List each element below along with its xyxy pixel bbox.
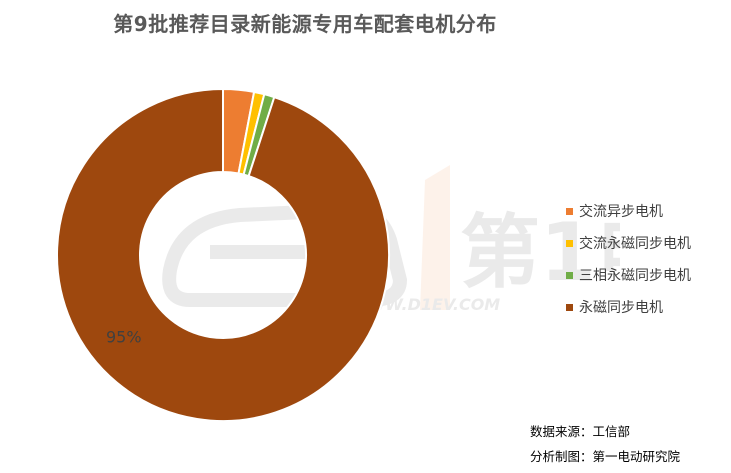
legend-swatch: [566, 239, 573, 247]
legend-item-1: 交流异步电机: [566, 195, 731, 227]
legend-item-2: 交流永磁同步电机: [566, 227, 731, 259]
chart-title: 第9批推荐目录新能源专用车配套电机分布: [113, 12, 497, 36]
legend-swatch: [566, 207, 573, 215]
legend-label: 三相永磁同步电机: [579, 268, 691, 284]
legend-label: 交流异步电机: [579, 204, 663, 220]
donut-slices: [56, 87, 390, 422]
legend-label: 永磁同步电机: [579, 300, 663, 316]
author-note: 分析制图：第一电动研究院: [530, 449, 681, 464]
legend-item-4: 永磁同步电机: [566, 291, 731, 323]
data-source-note: 数据来源：工信部: [530, 424, 631, 439]
legend-label: 交流永磁同步电机: [579, 236, 691, 252]
donut-data-labels: 95%: [106, 328, 142, 347]
legend-swatch: [566, 303, 573, 311]
donut-slice-4: [56, 87, 390, 422]
legend: 交流异步电机交流永磁同步电机 三相永磁同步电机 永磁同步电机: [566, 195, 731, 323]
legend-item-3: 三相永磁同步电机: [566, 259, 731, 291]
data-label-4: 95%: [106, 328, 142, 347]
legend-swatch: [566, 271, 573, 279]
